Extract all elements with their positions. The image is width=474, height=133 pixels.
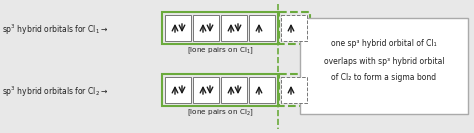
- Text: [lone pairs on Cl$_2$]: [lone pairs on Cl$_2$]: [187, 107, 254, 117]
- Bar: [165, 15, 191, 41]
- Bar: [193, 15, 219, 41]
- Bar: [281, 77, 307, 103]
- Bar: [281, 15, 307, 41]
- Bar: [162, 74, 278, 106]
- Bar: [300, 18, 468, 114]
- Bar: [221, 77, 247, 103]
- Bar: [279, 74, 310, 106]
- Text: [lone pairs on Cl$_1$]: [lone pairs on Cl$_1$]: [187, 45, 254, 55]
- Bar: [249, 15, 275, 41]
- Text: overlaps with sp³ hybrid orbital: overlaps with sp³ hybrid orbital: [324, 57, 444, 65]
- Text: sp$^3$ hybrid orbitals for Cl$_1\rightarrow$: sp$^3$ hybrid orbitals for Cl$_1\rightar…: [2, 23, 108, 37]
- Bar: [221, 15, 247, 41]
- Bar: [193, 77, 219, 103]
- Bar: [162, 12, 278, 44]
- Text: of Cl₂ to form a sigma bond: of Cl₂ to form a sigma bond: [331, 74, 437, 82]
- Bar: [165, 77, 191, 103]
- Text: sp$^3$ hybrid orbitals for Cl$_2\rightarrow$: sp$^3$ hybrid orbitals for Cl$_2\rightar…: [2, 85, 108, 99]
- Text: one sp³ hybrid orbital of Cl₁: one sp³ hybrid orbital of Cl₁: [331, 40, 437, 49]
- Bar: [279, 12, 310, 44]
- Bar: [249, 77, 275, 103]
